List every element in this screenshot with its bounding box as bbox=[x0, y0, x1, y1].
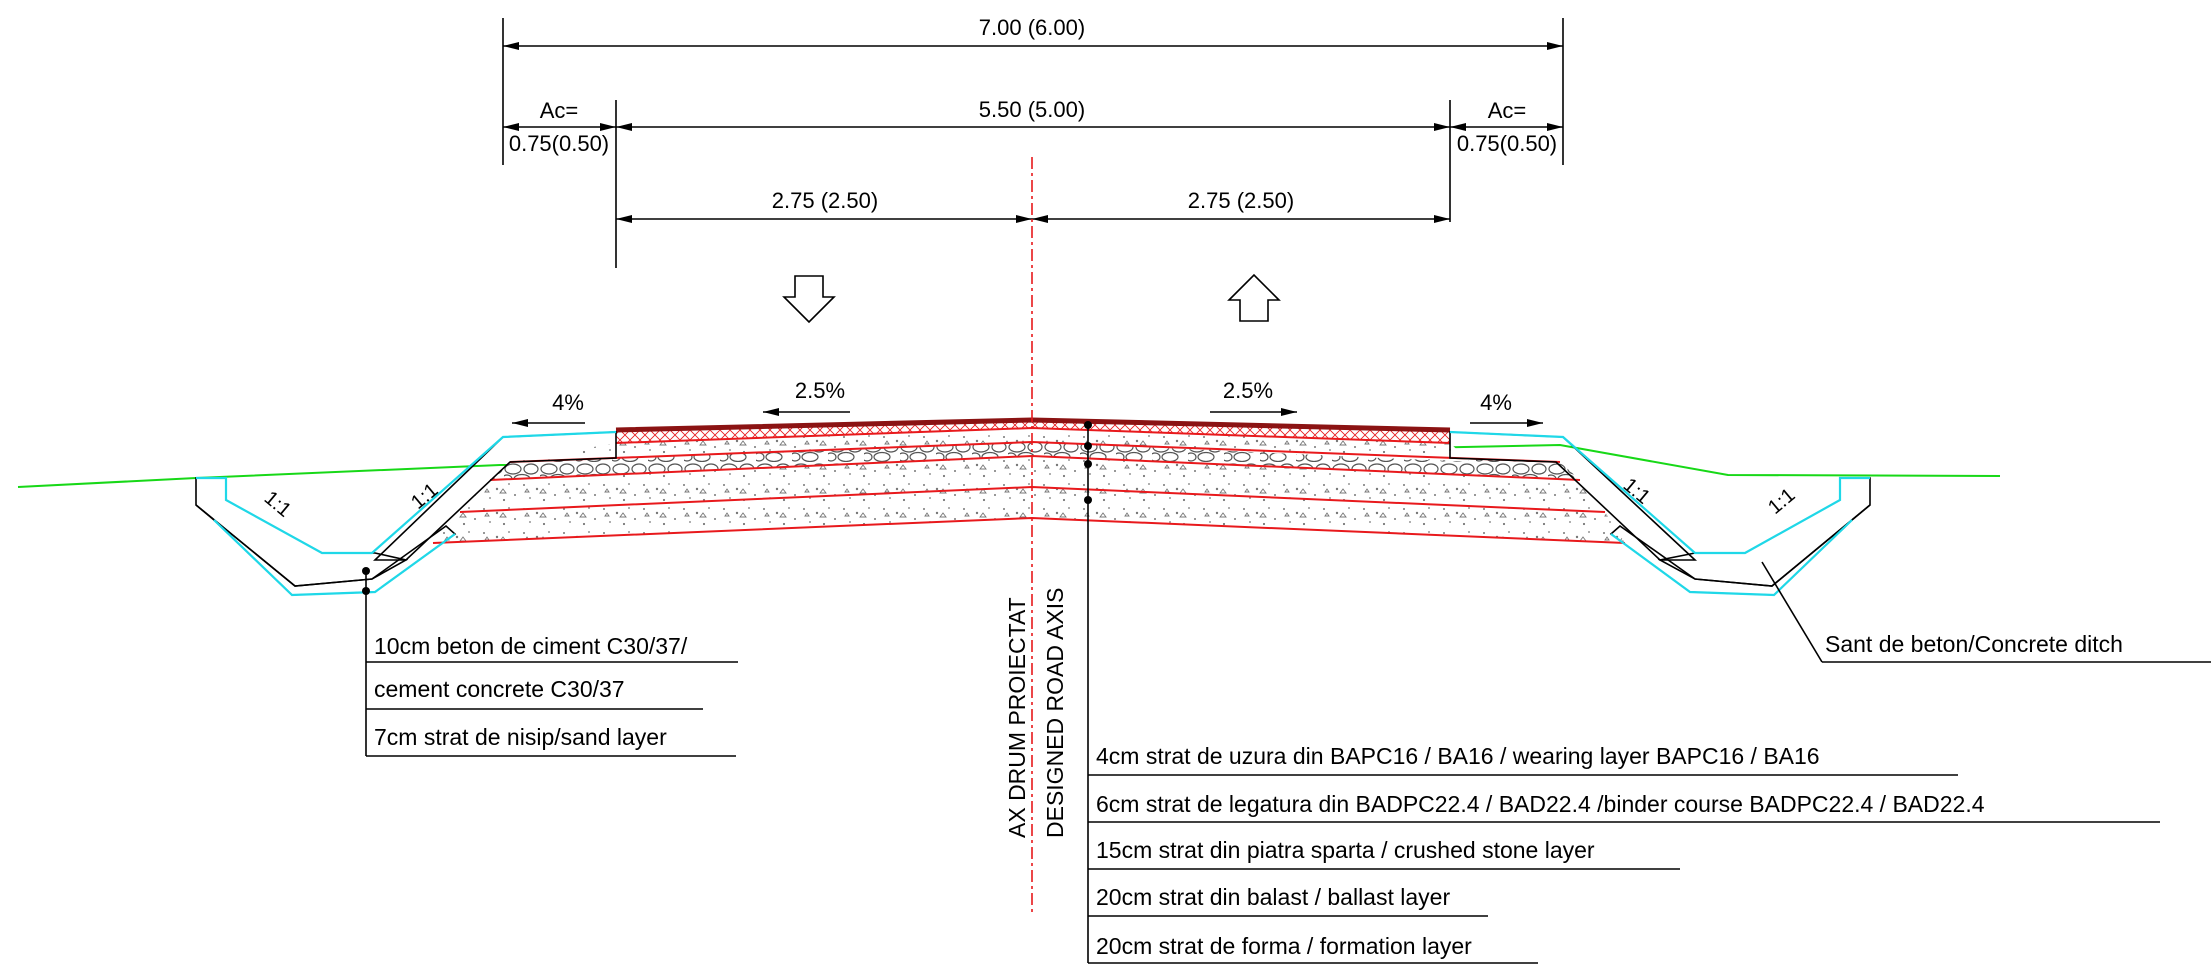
slope-arrows bbox=[512, 408, 1543, 427]
slope-shoulder-right-label: 4% bbox=[1480, 390, 1512, 415]
pavement-layer-label-4: 20cm strat din balast / ballast layer bbox=[1096, 884, 1450, 910]
carriageway-width-label: 5.50 (5.00) bbox=[979, 97, 1085, 122]
embankment-slope-label-3: 1:1 bbox=[1619, 474, 1654, 509]
pavement-layer-label-3: 15cm strat din piatra sparta / crushed s… bbox=[1096, 837, 1595, 863]
pavement-leader bbox=[1084, 421, 2160, 964]
left-ditch bbox=[195, 430, 617, 597]
axis-label-en: DESIGNED ROAD AXIS bbox=[1042, 587, 1068, 838]
right-ditch bbox=[1449, 430, 1871, 597]
axis-label-ro: AX DRUM PROIECTAT bbox=[1004, 597, 1030, 838]
ditch-layer-label-2: cement concrete C30/37 bbox=[374, 676, 625, 702]
pavement-structure bbox=[432, 417, 1626, 544]
lane-right-width-label: 2.75 (2.50) bbox=[1188, 188, 1294, 213]
shoulder-left-value: 0.75(0.50) bbox=[509, 131, 609, 156]
ditch-layer-label-1: 10cm beton de ciment C30/37/ bbox=[374, 633, 688, 659]
shoulder-right-label: Ac= bbox=[1488, 98, 1527, 123]
traffic-up-arrow-icon bbox=[1227, 273, 1281, 322]
pavement-layer-label-2: 6cm strat de legatura din BADPC22.4 / BA… bbox=[1096, 791, 1985, 817]
pavement-layer-label-1: 4cm strat de uzura din BAPC16 / BA16 / w… bbox=[1096, 743, 1820, 769]
total-width-label: 7.00 (6.00) bbox=[979, 15, 1085, 40]
pavement-layer-label-5: 20cm strat de forma / formation layer bbox=[1096, 933, 1472, 959]
ditch-callout-leader bbox=[1761, 561, 2211, 663]
lane-left-width-label: 2.75 (2.50) bbox=[772, 188, 878, 213]
slope-lane-left-label: 2.5% bbox=[795, 378, 845, 403]
slope-lane-right-label: 2.5% bbox=[1223, 378, 1273, 403]
dimension-lines bbox=[502, 18, 1564, 268]
slope-shoulder-left-label: 4% bbox=[552, 390, 584, 415]
ditch-layer-label-3: 7cm strat de nisip/sand layer bbox=[374, 724, 667, 750]
embankment-slope-label-4: 1:1 bbox=[1764, 484, 1799, 519]
ditch-callout-label: Sant de beton/Concrete ditch bbox=[1825, 631, 2123, 657]
embankment-slope-label-2: 1:1 bbox=[407, 479, 442, 514]
shoulder-left-label: Ac= bbox=[540, 98, 579, 123]
embankment-slope-label-1: 1:1 bbox=[260, 487, 295, 522]
shoulder-right-value: 0.75(0.50) bbox=[1457, 131, 1557, 156]
traffic-down-arrow-icon bbox=[782, 275, 836, 324]
ditch-leader-left bbox=[362, 567, 738, 757]
